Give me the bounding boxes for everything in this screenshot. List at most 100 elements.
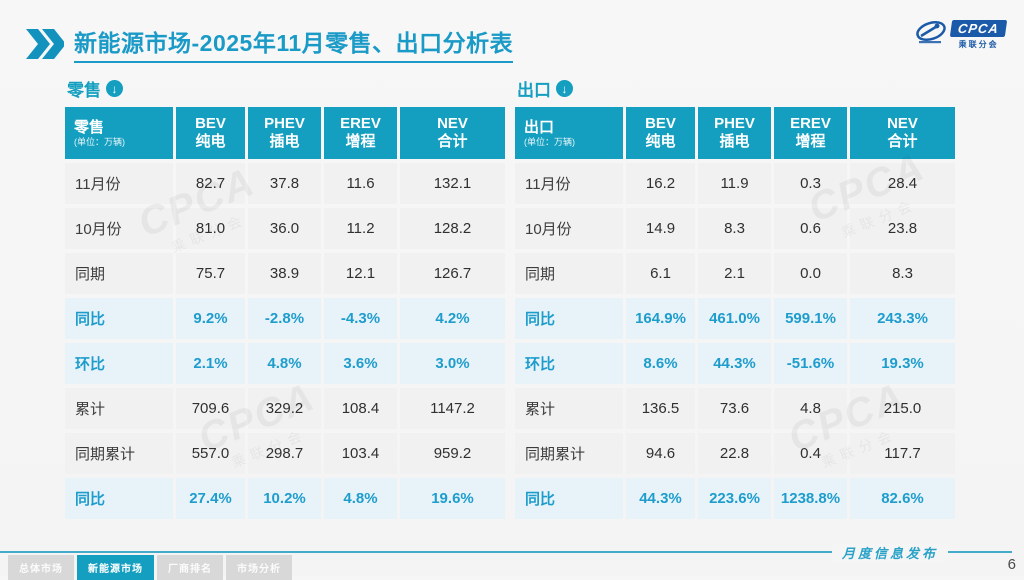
table-row: 同比 164.9% 461.0% 599.1% 243.3%: [515, 298, 955, 339]
cell-value: 36.0: [248, 208, 321, 249]
row-label: 同比: [515, 478, 623, 519]
cell-value: 37.8: [248, 163, 321, 204]
cell-value: 136.5: [626, 388, 695, 429]
column-header-cn: 增程: [345, 133, 376, 150]
column-header-en: NEV: [437, 115, 468, 132]
table-row: 11月份 82.7 37.8 11.6 132.1: [65, 163, 505, 204]
cell-value: 4.2%: [400, 298, 505, 339]
cell-value: 8.6%: [626, 343, 695, 384]
cell-value: 0.0: [774, 253, 847, 294]
column-header-en: BEV: [195, 115, 226, 132]
tab-nev-market[interactable]: 新能源市场: [77, 555, 154, 580]
cell-value: 132.1: [400, 163, 505, 204]
column-header-nev: NEV 合计: [400, 107, 505, 159]
row-label: 累计: [515, 388, 623, 429]
cell-value: 959.2: [400, 433, 505, 474]
cell-value: 126.7: [400, 253, 505, 294]
row-label: 同期累计: [65, 433, 173, 474]
cell-value: 19.3%: [850, 343, 955, 384]
column-header-erev: EREV 增程: [774, 107, 847, 159]
export-section-label: 出口 ↓: [517, 76, 955, 101]
tab-market-analysis[interactable]: 市场分析: [226, 555, 292, 580]
cell-value: 44.3%: [626, 478, 695, 519]
cpca-swoosh-icon: [916, 20, 946, 44]
column-header-nev: NEV 合计: [850, 107, 955, 159]
tab-overall-market[interactable]: 总体市场: [8, 555, 74, 580]
row-label: 同比: [65, 298, 173, 339]
cell-value: 94.6: [626, 433, 695, 474]
cell-value: 164.9%: [626, 298, 695, 339]
cell-value: 1147.2: [400, 388, 505, 429]
cell-value: 22.8: [698, 433, 771, 474]
page-title: 新能源市场-2025年11月零售、出口分析表: [74, 24, 514, 63]
page-number: 6: [1007, 556, 1016, 573]
cell-value: 12.1: [324, 253, 397, 294]
cell-value: 329.2: [248, 388, 321, 429]
export-header-row: 出口 (单位：万辆) BEV 纯电 PHEV 插电 EREV 增程: [515, 107, 955, 159]
cell-value: 1238.8%: [774, 478, 847, 519]
row-label: 环比: [65, 343, 173, 384]
retail-table-section: 零售 ↓ 零售 (单位：万辆) BEV 纯电 PHEV 插电: [65, 76, 505, 523]
cell-value: 0.3: [774, 163, 847, 204]
cpca-logo-text: CPCA: [949, 20, 1008, 37]
cpca-logo: CPCA 乘联分会: [915, 20, 1008, 50]
table-row: 累计 709.6 329.2 108.4 1147.2: [65, 388, 505, 429]
cell-value: 11.6: [324, 163, 397, 204]
table-row: 10月份 14.9 8.3 0.6 23.8: [515, 208, 955, 249]
cell-value: 8.3: [850, 253, 955, 294]
column-header-cn: 合计: [437, 133, 468, 150]
cell-value: 9.2%: [176, 298, 245, 339]
tab-manufacturer-ranking[interactable]: 厂商排名: [157, 555, 223, 580]
cell-value: 215.0: [850, 388, 955, 429]
column-header-en: PHEV: [264, 115, 305, 132]
header-title: 零售: [74, 118, 105, 136]
column-header-bev: BEV 纯电: [626, 107, 695, 159]
export-header-title-cell: 出口 (单位：万辆): [515, 107, 623, 159]
cell-value: 599.1%: [774, 298, 847, 339]
cell-value: 27.4%: [176, 478, 245, 519]
cell-value: 28.4: [850, 163, 955, 204]
cell-value: 557.0: [176, 433, 245, 474]
column-header-en: BEV: [645, 115, 676, 132]
tables-wrap: 零售 ↓ 零售 (单位：万辆) BEV 纯电 PHEV 插电: [65, 76, 955, 523]
cell-value: 6.1: [626, 253, 695, 294]
cell-value: 4.8: [774, 388, 847, 429]
row-label: 同期: [515, 253, 623, 294]
cell-value: 8.3: [698, 208, 771, 249]
cell-value: 11.9: [698, 163, 771, 204]
row-label: 同比: [515, 298, 623, 339]
cell-value: 108.4: [324, 388, 397, 429]
table-row: 同比 9.2% -2.8% -4.3% 4.2%: [65, 298, 505, 339]
cell-value: 14.9: [626, 208, 695, 249]
export-table: 出口 (单位：万辆) BEV 纯电 PHEV 插电 EREV 增程: [515, 107, 955, 519]
table-row: 环比 8.6% 44.3% -51.6% 19.3%: [515, 343, 955, 384]
column-header-en: NEV: [887, 115, 918, 132]
row-label: 11月份: [515, 163, 623, 204]
header-title: 出口: [524, 118, 555, 136]
table-row: 环比 2.1% 4.8% 3.6% 3.0%: [65, 343, 505, 384]
cell-value: 0.4: [774, 433, 847, 474]
cell-value: 4.8%: [248, 343, 321, 384]
cell-value: 75.7: [176, 253, 245, 294]
bottom-nav-tabs: 总体市场 新能源市场 厂商排名 市场分析: [8, 555, 292, 580]
table-row: 10月份 81.0 36.0 11.2 128.2: [65, 208, 505, 249]
cell-value: 2.1: [698, 253, 771, 294]
column-header-en: EREV: [790, 115, 831, 132]
cell-value: 82.7: [176, 163, 245, 204]
cell-value: 23.8: [850, 208, 955, 249]
cell-value: 0.6: [774, 208, 847, 249]
cell-value: 82.6%: [850, 478, 955, 519]
retail-section-label: 零售 ↓: [67, 76, 505, 101]
cell-value: -51.6%: [774, 343, 847, 384]
cell-value: 243.3%: [850, 298, 955, 339]
table-row: 同比 27.4% 10.2% 4.8% 19.6%: [65, 478, 505, 519]
row-label: 环比: [515, 343, 623, 384]
column-header-cn: 纯电: [645, 133, 676, 150]
column-header-bev: BEV 纯电: [176, 107, 245, 159]
down-arrow-icon: ↓: [556, 80, 573, 97]
cell-value: 128.2: [400, 208, 505, 249]
header-unit: (单位：万辆): [524, 136, 575, 147]
cell-value: 298.7: [248, 433, 321, 474]
cell-value: 2.1%: [176, 343, 245, 384]
